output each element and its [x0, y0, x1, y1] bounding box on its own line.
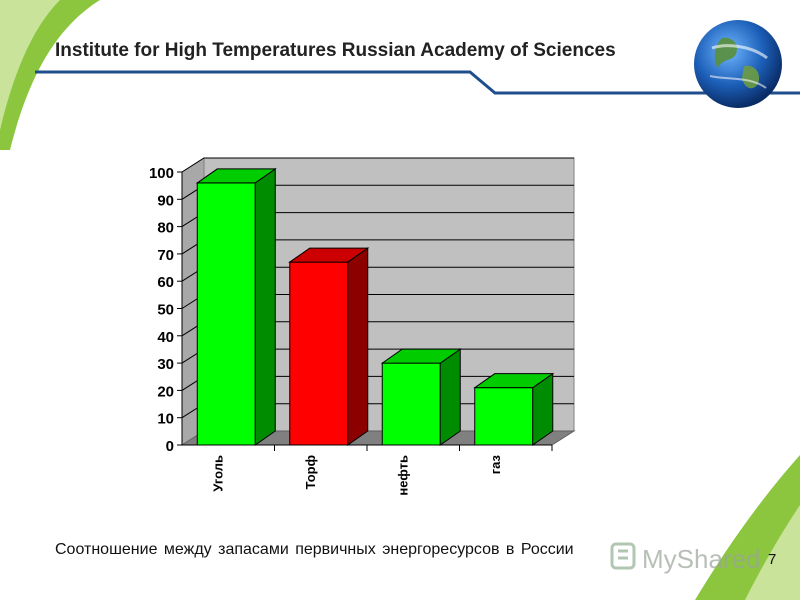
bar-front [196, 182, 256, 446]
bar-side [347, 247, 369, 446]
bar-top [288, 247, 370, 263]
gridline [181, 157, 574, 173]
y-tick-label: 10 [157, 411, 174, 428]
globe-icon [694, 20, 782, 108]
y-tick-label: 30 [157, 356, 174, 373]
x-category-label: Торф [303, 455, 318, 489]
watermark-text: MyShared [642, 544, 760, 574]
bottom-right-swoosh-light [745, 505, 800, 600]
bar-front [474, 387, 534, 446]
bar-top [473, 373, 555, 389]
bar-side [254, 167, 276, 446]
y-tick-label: 80 [157, 220, 174, 237]
bar-front [289, 261, 349, 446]
y-tick-label: 60 [157, 274, 174, 291]
y-tick-label: 0 [166, 438, 174, 455]
top-left-swoosh-light [0, 0, 60, 130]
header-title: Institute for High Temperatures Russian … [55, 40, 616, 61]
bar-side [439, 348, 461, 446]
x-category-label: нефть [395, 455, 410, 496]
y-tick-label: 90 [157, 192, 174, 209]
y-tick-label: 100 [149, 165, 174, 182]
y-tick-label: 20 [157, 383, 174, 400]
bar-top [195, 168, 277, 184]
slide-caption: Соотношение между запасами первичных эне… [55, 541, 574, 558]
y-tick-label: 40 [157, 329, 174, 346]
bar-front [381, 362, 441, 446]
x-category-label: Уголь [210, 455, 225, 492]
bar-top [380, 348, 462, 364]
header-line [35, 70, 800, 95]
watermark-logo: MyShared [610, 542, 760, 574]
y-tick-label: 50 [157, 302, 174, 319]
y-tick-label: 70 [157, 247, 174, 264]
x-category-label: газ [488, 454, 503, 474]
page-number: 7 [768, 551, 777, 568]
